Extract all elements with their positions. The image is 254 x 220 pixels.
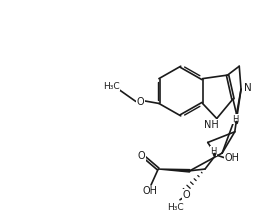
Text: OH: OH bbox=[224, 153, 239, 163]
Text: H₃C: H₃C bbox=[166, 203, 183, 212]
Text: N: N bbox=[243, 83, 251, 93]
Text: O: O bbox=[136, 97, 144, 107]
Text: H: H bbox=[231, 115, 238, 124]
Text: O: O bbox=[137, 151, 145, 161]
Text: O: O bbox=[182, 190, 189, 200]
Polygon shape bbox=[157, 169, 189, 172]
Text: NH: NH bbox=[203, 120, 218, 130]
Text: H₃C: H₃C bbox=[102, 82, 119, 91]
Text: OH: OH bbox=[142, 186, 157, 196]
Text: H: H bbox=[210, 147, 216, 156]
